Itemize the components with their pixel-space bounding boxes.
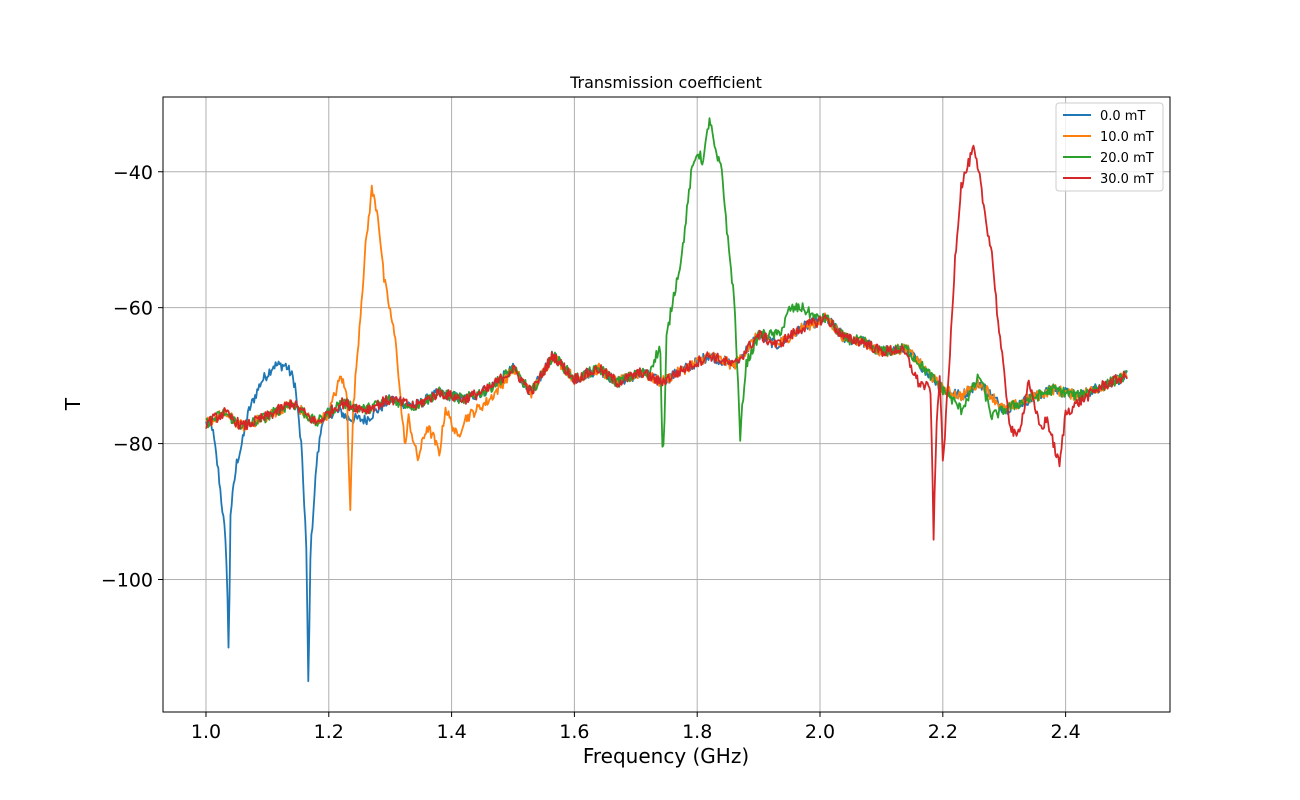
legend-box <box>1055 102 1164 192</box>
x-tick-label: 1.6 <box>559 721 589 743</box>
series-group <box>205 117 1128 683</box>
x-tick-label: 2.4 <box>1051 721 1081 743</box>
y-tick-label: −40 <box>113 162 153 184</box>
y-axis-label: T <box>61 397 85 411</box>
grid <box>163 97 1170 712</box>
x-tick-label: 1.8 <box>682 721 712 743</box>
legend-label: 30.0 mT <box>1100 172 1154 187</box>
y-tick-label: −100 <box>101 569 153 591</box>
ticks: 1.0 1.2 1.4 1.6 1.8 2.0 2.2 2.4 −100 −80 −60 −40 <box>101 162 1081 743</box>
legend-label: 0.0 mT <box>1100 109 1145 124</box>
y-tick-label: −60 <box>113 298 153 320</box>
x-tick-label: 2.0 <box>805 721 835 743</box>
legend-label: 10.0 mT <box>1100 130 1154 145</box>
y-tick-label: −80 <box>113 434 153 456</box>
chart-title: Transmission coefficient <box>569 73 762 92</box>
series-line-20-0-mt <box>205 117 1128 448</box>
x-axis-label: Frequency (GHz) <box>583 744 749 768</box>
legend-label: 20.0 mT <box>1100 151 1154 166</box>
legend: 0.0 mT 10.0 mT 20.0 mT 30.0 mT <box>1055 102 1164 192</box>
x-tick-label: 1.0 <box>191 721 221 743</box>
plot-frame <box>162 96 1171 713</box>
series-line-30-0-mt <box>205 144 1128 541</box>
x-tick-label: 2.2 <box>928 721 958 743</box>
x-tick-label: 1.2 <box>314 721 344 743</box>
x-tick-label: 1.4 <box>436 721 466 743</box>
